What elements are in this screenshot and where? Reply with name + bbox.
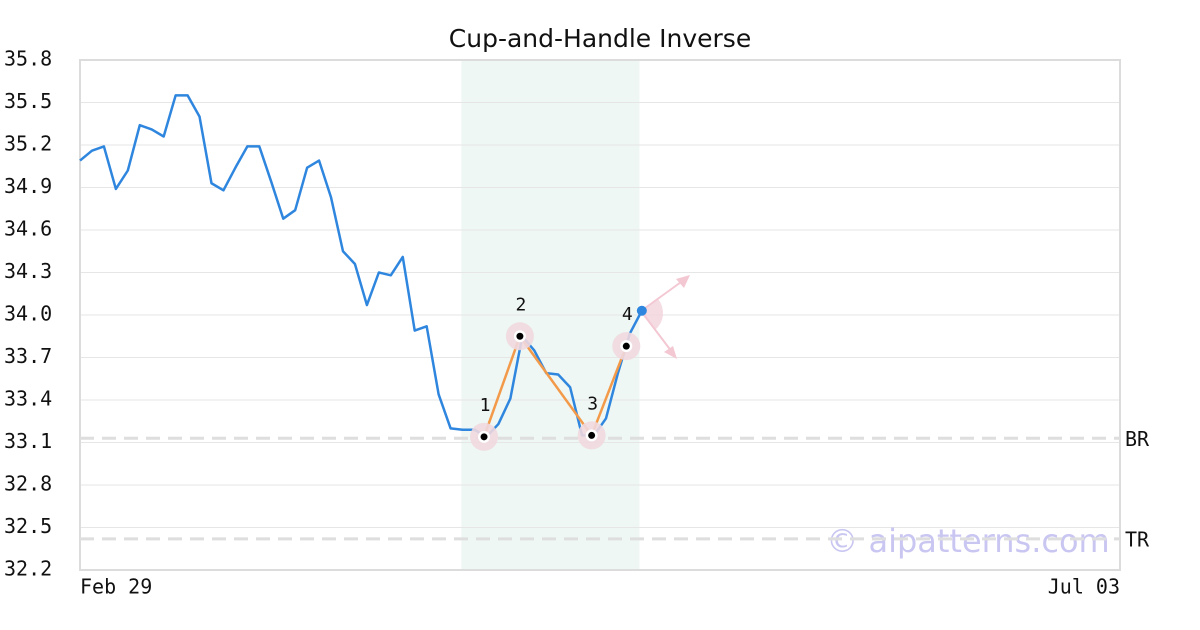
y-tick-label: 32.8 xyxy=(4,472,52,496)
direction-indicator xyxy=(640,275,690,359)
x-tick-label: Feb 29 xyxy=(80,575,152,599)
y-tick-label: 34.9 xyxy=(4,174,52,198)
watermark: © aipatterns.com xyxy=(826,522,1109,560)
pattern-point-label: 2 xyxy=(515,294,526,315)
angle-sector xyxy=(641,299,664,330)
last-point xyxy=(636,305,647,316)
y-tick-label: 35.5 xyxy=(4,89,52,113)
chart-title: Cup-and-Handle Inverse xyxy=(449,24,751,53)
pattern-line xyxy=(482,335,628,438)
pattern-point-label: 4 xyxy=(622,304,633,325)
pattern-point-label: 1 xyxy=(480,395,491,416)
plot-frame xyxy=(79,59,1121,571)
y-tick-label: 35.2 xyxy=(4,132,52,156)
reference-label: TR xyxy=(1125,527,1150,551)
y-tick-label: 32.5 xyxy=(4,514,52,538)
arrow-head xyxy=(676,275,690,288)
pattern-point-label: 3 xyxy=(587,393,598,414)
y-tick-label: 34.6 xyxy=(4,217,52,241)
y-tick-label: 33.4 xyxy=(4,387,52,411)
pattern-point xyxy=(622,342,630,350)
arrow-head xyxy=(664,346,677,359)
pattern-point xyxy=(480,433,488,441)
pattern-point xyxy=(588,431,596,439)
y-tick-label: 33.1 xyxy=(4,429,52,453)
background-layer xyxy=(79,59,1121,571)
y-tick-label: 34.0 xyxy=(4,302,52,326)
y-tick-label: 35.8 xyxy=(4,47,52,71)
reference-label: BR xyxy=(1125,427,1150,451)
y-tick-label: 33.7 xyxy=(4,344,52,368)
pattern-point xyxy=(516,332,524,340)
y-tick-label: 32.2 xyxy=(4,557,52,581)
y-tick-label: 34.3 xyxy=(4,259,52,283)
x-tick-label: Jul 03 xyxy=(1048,575,1120,599)
